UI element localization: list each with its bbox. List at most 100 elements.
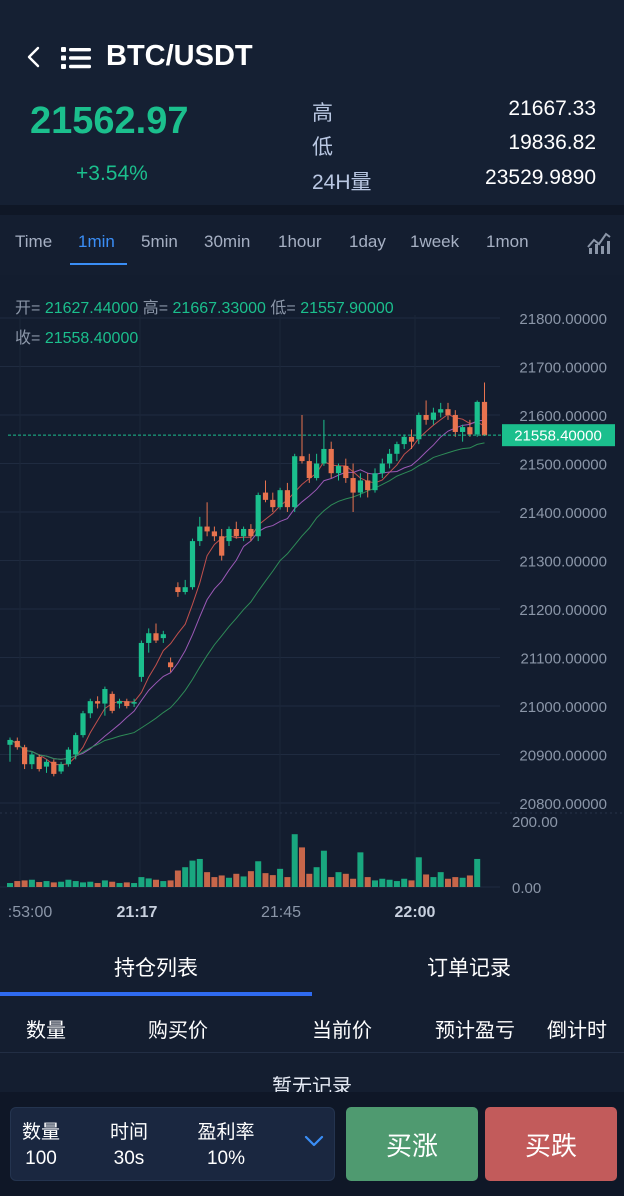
quantity-label: 数量 xyxy=(21,1122,60,1143)
candle-body xyxy=(211,531,217,537)
candle-body xyxy=(131,702,137,704)
ohlc-info-line1: 开= 21627.44000 高= 21667.33000 低= 21557.9… xyxy=(15,294,394,318)
volume-bar xyxy=(474,858,481,887)
volume-bar xyxy=(218,875,225,887)
candle-body xyxy=(204,526,210,532)
candle-body xyxy=(65,749,71,765)
col-estimated-pnl: 预计盈亏 xyxy=(435,1020,515,1042)
volume-bar xyxy=(182,867,189,887)
volume-bar xyxy=(408,880,415,887)
list-icon[interactable] xyxy=(60,44,92,72)
candle-body xyxy=(401,436,407,445)
tab-1hour[interactable]: 1hour xyxy=(278,232,322,251)
tab-30min[interactable]: 30min xyxy=(204,232,251,251)
tab-order-records[interactable]: 订单记录 xyxy=(427,957,511,980)
buy-down-button[interactable]: 买跌 xyxy=(485,1107,617,1181)
volume-24h-label: 24H量 xyxy=(312,171,372,194)
candle-body xyxy=(233,528,239,537)
volume-bar xyxy=(357,852,364,887)
volume-bar xyxy=(452,877,459,887)
price-axis-label: 21200.00000 xyxy=(519,602,607,619)
tab-1mon[interactable]: 1mon xyxy=(486,232,529,251)
volume-bar xyxy=(7,883,13,887)
candle-body xyxy=(73,735,79,755)
volume-bar xyxy=(131,883,138,887)
kline-chart-svg: 21800.00000 21700.00000 21600.00000 21500.0… xyxy=(0,311,624,921)
low-value: 19836.82 xyxy=(508,131,596,154)
interval-tabs: Time 1min 5min 30min 1hour 1day 1week 1m… xyxy=(0,215,624,275)
high-value: 21667.33000 xyxy=(172,300,266,317)
candle-body xyxy=(328,448,334,474)
volume-bar xyxy=(160,881,167,887)
candle-body xyxy=(350,478,356,493)
price-axis-label: 21600.00000 xyxy=(519,408,607,425)
buy-up-button[interactable]: 买涨 xyxy=(346,1107,478,1181)
current-price-tag-bg xyxy=(502,424,615,447)
candle-body xyxy=(80,713,86,736)
volume-bar xyxy=(233,873,240,887)
candle-body xyxy=(255,495,261,537)
candle-body xyxy=(357,480,363,493)
open-value: 21627.44000 xyxy=(44,300,139,317)
volume-bar xyxy=(320,850,327,887)
chevron-left-icon[interactable] xyxy=(22,44,48,70)
candle-body xyxy=(452,415,458,432)
candle-body xyxy=(29,754,35,765)
volume-bar xyxy=(211,877,218,887)
price-axis-label: 21700.00000 xyxy=(519,360,607,377)
volume-bar xyxy=(277,868,284,887)
volume-bar xyxy=(50,882,57,887)
order-settings[interactable]: 数量 100 时间 30s 盈利率 10% xyxy=(10,1107,335,1181)
candle-body xyxy=(460,427,466,432)
current-price-tag: 21558.40000 xyxy=(514,428,602,445)
volume-bar xyxy=(189,860,196,887)
volume-bar xyxy=(299,847,305,887)
candle-body xyxy=(408,436,415,442)
candle-body xyxy=(95,701,101,704)
tab-time[interactable]: Time xyxy=(15,232,53,251)
volume-bar xyxy=(415,857,422,887)
volume-bar xyxy=(401,878,408,887)
ma5-line xyxy=(9,413,485,766)
candle-body xyxy=(168,662,174,668)
volume-bar xyxy=(138,877,145,887)
profit-rate-value: 10% xyxy=(206,1148,246,1169)
tab-1min[interactable]: 1min xyxy=(78,232,115,251)
candle-body xyxy=(372,473,378,491)
chart-indicator-icon[interactable] xyxy=(586,229,612,255)
candle-body xyxy=(438,409,444,413)
ohlc-info-line2: 收= 21558.40000 xyxy=(15,324,138,348)
chevron-down-icon[interactable] xyxy=(304,1134,324,1148)
col-buy-price: 购买价 xyxy=(148,1020,208,1042)
tab-positions[interactable]: 持仓列表 xyxy=(114,957,198,980)
candle-body xyxy=(219,536,225,556)
high-label: 高 xyxy=(312,102,333,125)
candle-body xyxy=(467,427,473,435)
volume-bar xyxy=(36,882,43,887)
price-axis-label: 21100.00000 xyxy=(521,651,607,668)
volume-bar xyxy=(80,882,86,887)
tab-5min[interactable]: 5min xyxy=(141,232,178,251)
low-label: 低 xyxy=(312,136,333,159)
volume-bar xyxy=(109,881,116,887)
volume-bar xyxy=(459,877,466,887)
candle-body xyxy=(394,444,400,454)
candle-body xyxy=(153,633,159,641)
volume-bar xyxy=(94,883,101,887)
tab-1day[interactable]: 1day xyxy=(349,232,386,251)
time-axis-label: 21:17 xyxy=(117,904,158,921)
volume-bar xyxy=(306,873,313,887)
volume-axis-label: 0.00 xyxy=(512,880,541,897)
positions-tab-underline xyxy=(0,992,312,996)
candle-body xyxy=(416,415,422,440)
time-value: 30s xyxy=(113,1148,145,1169)
candle-body xyxy=(270,499,276,508)
tab-1week[interactable]: 1week xyxy=(410,232,460,251)
candle-body xyxy=(314,463,320,479)
volume-bar xyxy=(226,877,232,887)
kline-chart[interactable]: 21800.00000 21700.00000 21600.00000 21500.0… xyxy=(0,275,624,930)
candle-body xyxy=(138,642,144,677)
price-axis-label: 21500.00000 xyxy=(519,457,607,474)
change-percent: +3.54% xyxy=(76,162,148,185)
candle-body xyxy=(189,541,196,588)
